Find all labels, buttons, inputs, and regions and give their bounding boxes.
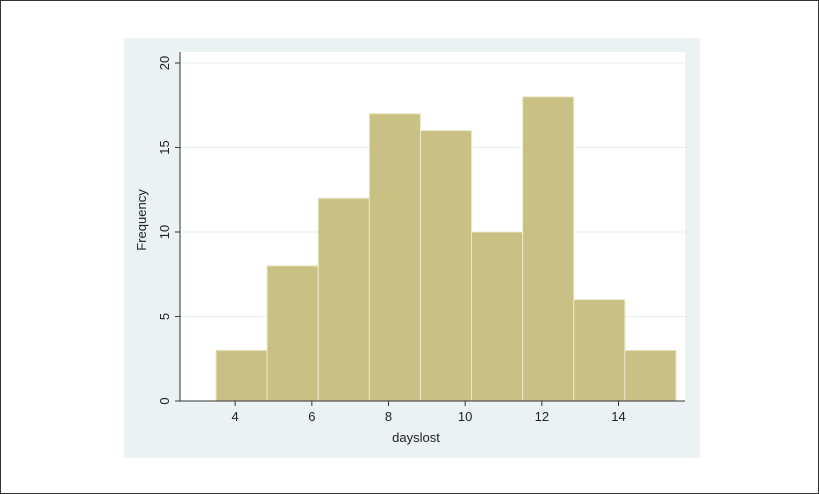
x-tick-label: 6 [308,409,315,424]
x-ticks: 4 6 8 10 12 14 [232,401,626,424]
y-tick-label: 5 [157,313,172,320]
x-tick-label: 8 [385,409,392,424]
x-tick-label: 14 [611,409,625,424]
y-tick-label: 0 [157,397,172,404]
y-ticks: 0 5 10 15 20 [157,56,180,405]
axes [179,52,685,402]
histogram-bar [368,113,421,402]
y-tick-label: 10 [157,225,172,239]
histogram-bar [471,231,524,402]
y-tick-label: 20 [157,56,172,70]
y-axis-title: Frequency [134,189,149,251]
x-tick-label: 4 [232,409,239,424]
histogram-bar [266,265,319,402]
histogram-bar [215,349,268,402]
y-tick-label: 15 [157,140,172,154]
histogram-bar [624,349,677,402]
x-axis-title: dayslost [392,430,440,445]
histogram-bar [522,96,575,402]
x-tick-label: 10 [458,409,472,424]
histogram-bar [317,197,370,402]
histogram-bar [419,130,473,402]
x-tick-label: 12 [535,409,549,424]
histogram-bar [573,299,626,402]
